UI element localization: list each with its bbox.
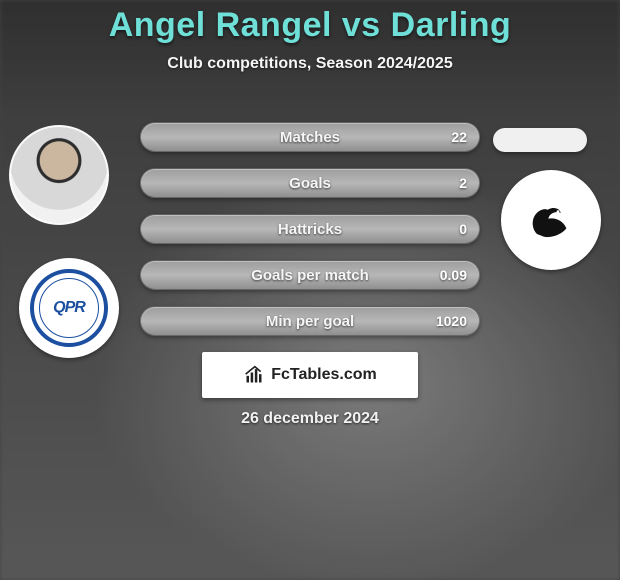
stat-label: Goals xyxy=(141,169,479,197)
attribution-text: FcTables.com xyxy=(271,366,377,384)
stat-bar: Goals per match 0.09 xyxy=(140,260,480,290)
stat-value-right: 0.09 xyxy=(440,261,467,289)
qpr-badge-text: QPR xyxy=(53,299,85,317)
club-badge-left: QPR xyxy=(19,258,119,358)
stat-label: Hattricks xyxy=(141,215,479,243)
club-badge-right xyxy=(501,170,601,270)
attribution-box: FcTables.com xyxy=(202,352,418,398)
player-avatar-left xyxy=(9,125,109,225)
stat-bar: Hattricks 0 xyxy=(140,214,480,244)
stat-bar: Goals 2 xyxy=(140,168,480,198)
stat-value-right: 2 xyxy=(459,169,467,197)
stat-label: Matches xyxy=(141,123,479,151)
date-text: 26 december 2024 xyxy=(0,410,620,428)
player-avatar-right xyxy=(493,128,587,152)
stat-value-right: 0 xyxy=(459,215,467,243)
stat-label: Goals per match xyxy=(141,261,479,289)
stat-label: Min per goal xyxy=(141,307,479,335)
page-subtitle: Club competitions, Season 2024/2025 xyxy=(0,55,620,73)
stat-value-right: 22 xyxy=(451,123,467,151)
chart-icon xyxy=(243,365,265,385)
stat-bar: Matches 22 xyxy=(140,122,480,152)
page-title: Angel Rangel vs Darling xyxy=(0,0,620,45)
content-container: Angel Rangel vs Darling Club competition… xyxy=(0,0,620,580)
stat-bar: Min per goal 1020 xyxy=(140,306,480,336)
qpr-badge-ring: QPR xyxy=(30,269,108,347)
stats-list: Matches 22 Goals 2 Hattricks 0 Goals per… xyxy=(140,122,480,336)
swansea-swan-icon xyxy=(516,185,586,255)
stat-value-right: 1020 xyxy=(436,307,467,335)
